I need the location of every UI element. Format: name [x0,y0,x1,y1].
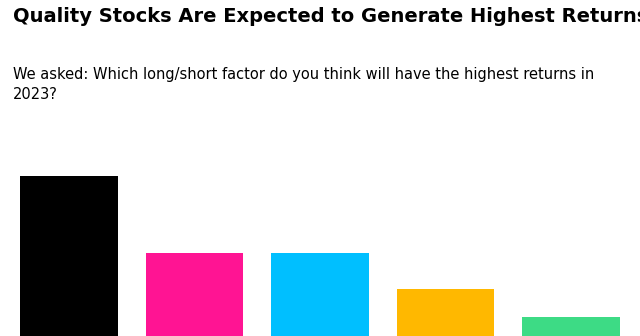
Text: We asked: Which long/short factor do you think will have the highest returns in
: We asked: Which long/short factor do you… [13,67,594,102]
Bar [522,317,620,336]
Bar [145,253,243,336]
Bar [20,176,118,336]
Bar [271,253,369,336]
Text: Quality Stocks Are Expected to Generate Highest Returns: Quality Stocks Are Expected to Generate … [13,7,640,26]
Bar [397,289,495,336]
